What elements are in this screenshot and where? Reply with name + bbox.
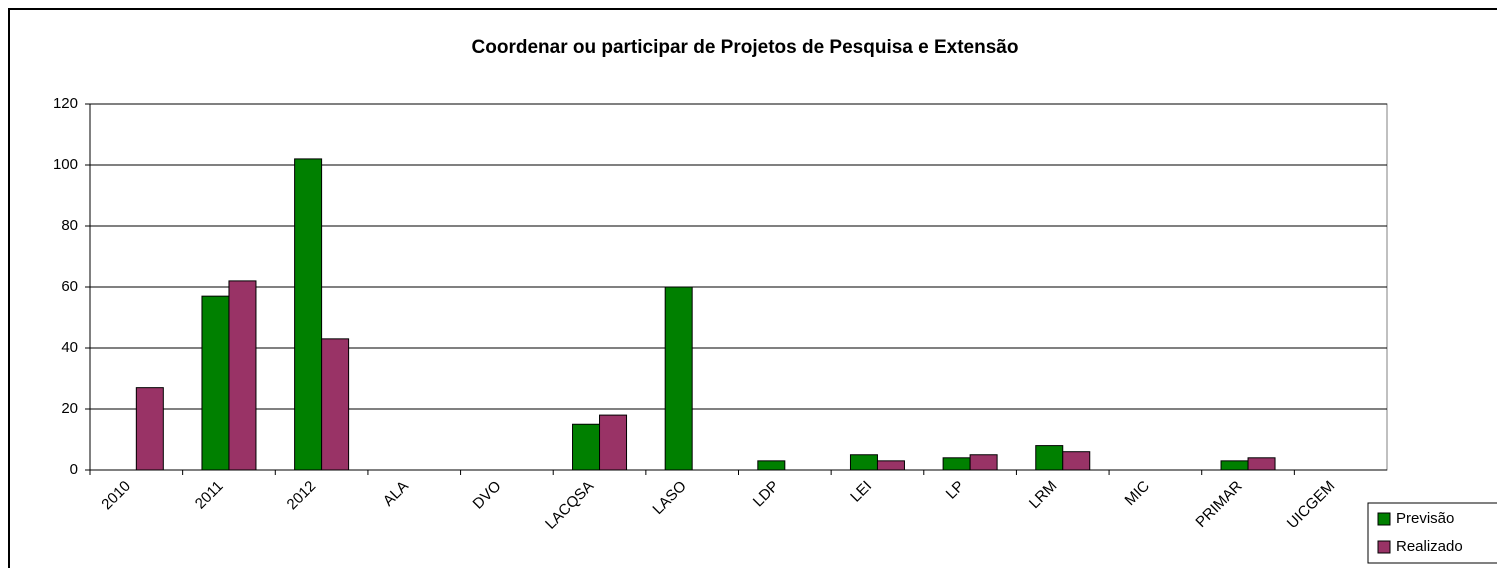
bar [599,414,628,471]
y-tick-label: 0 [70,461,78,478]
legend-label: Previsão [1396,510,1454,527]
legend-swatch [1377,512,1391,526]
bar [135,387,164,471]
legend-swatch [1377,540,1391,554]
y-tick-label: 40 [61,339,78,356]
bar [942,457,971,471]
bar [228,280,257,471]
bar [294,158,323,471]
bar [876,460,905,471]
y-tick-label: 100 [53,156,78,173]
y-tick-label: 20 [61,400,78,417]
bar [1062,451,1091,471]
bar [757,460,786,471]
bar [1247,457,1276,471]
bar [969,454,998,471]
legend-label: Realizado [1396,538,1463,555]
bar [321,338,350,471]
bar [572,423,601,471]
y-tick-label: 60 [61,278,78,295]
chart-title: Coordenar ou participar de Projetos de P… [472,37,1019,58]
bar [849,454,878,471]
y-tick-label: 120 [53,95,78,112]
bar [1220,460,1249,471]
bar [664,286,693,471]
bar [1035,445,1064,471]
y-tick-label: 80 [61,217,78,234]
bar [201,295,230,471]
